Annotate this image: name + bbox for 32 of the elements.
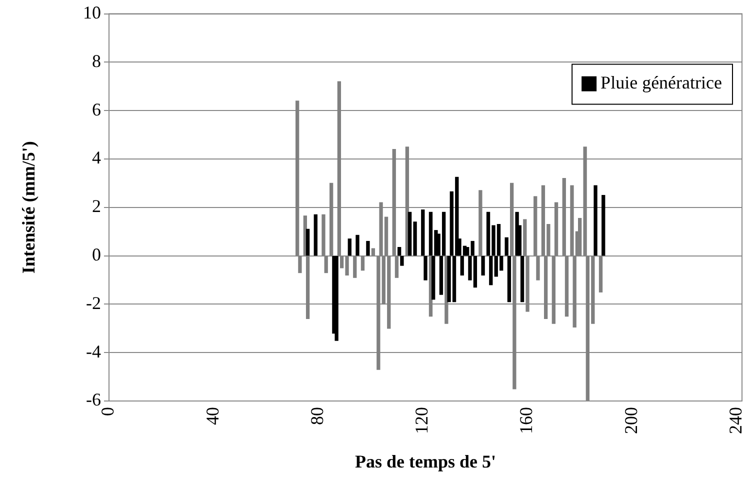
y-tick-label: -2 [86,292,101,313]
bar [594,185,598,256]
bar [481,256,485,276]
bar [314,214,318,256]
x-tick-label: 120 [412,407,432,434]
bar [353,256,357,278]
y-tick-label: 4 [92,148,101,168]
x-tick-label: 0 [98,407,118,416]
bar [602,194,606,256]
x-tick-label: 240 [726,407,744,434]
bar [334,256,338,341]
y-tick-label: -6 [86,390,101,410]
bar [356,234,360,256]
bar [598,256,603,292]
x-tick-label: 160 [516,407,536,434]
bar [360,256,365,271]
bar [371,248,376,256]
bar [366,240,370,256]
x-axis-title: Pas de temps de 5' [355,452,496,472]
y-tick-label: 2 [92,196,101,216]
x-tick-label: 80 [306,407,327,425]
y-tick-label: 0 [92,244,101,265]
y-tick-label: 8 [92,50,101,71]
bar [348,238,352,256]
y-axis-title: Intensité (mm/5') [18,141,39,274]
y-tick-label: -4 [86,341,101,362]
x-tick-label: 40 [202,407,222,425]
legend-label: Pluie génératrice [600,72,722,93]
x-tick-label: 200 [620,407,641,434]
y-tick-label: 10 [83,2,101,23]
y-tick-label: 6 [92,99,101,120]
bar [306,228,310,256]
